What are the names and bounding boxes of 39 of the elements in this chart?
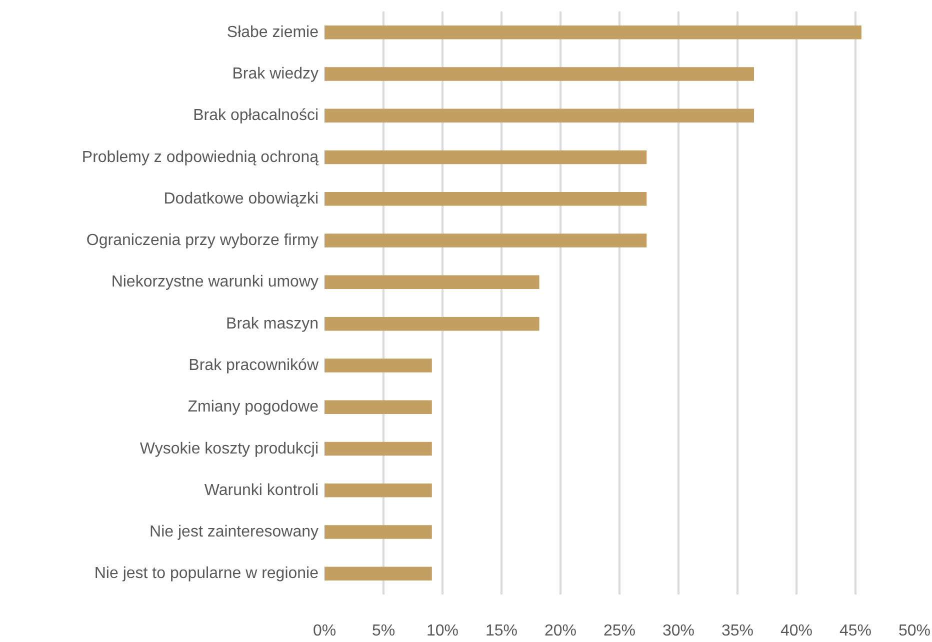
y-tick-label: Warunki kontroli [204,482,318,499]
bar [324,275,540,290]
y-tick-label: Brak pracowników [188,356,319,374]
x-tick-label: 20% [544,622,577,640]
bar [324,442,432,456]
y-tick-label: Brak maszyn [226,315,318,332]
bar [324,234,647,248]
x-tick-label: 5% [372,622,396,640]
bar [324,192,647,206]
bar [324,358,432,372]
bar [324,400,432,414]
bar [324,316,540,331]
x-tick-label: 35% [721,622,754,640]
x-tick-label: 50% [898,622,931,640]
y-tick-label: Nie jest to popularne w regionie [94,565,319,582]
bar [324,484,432,498]
bar [324,566,432,581]
x-tick-label: 0% [312,622,336,640]
y-tick-label: Ograniczenia przy wyborze firmy [86,232,319,250]
x-tick-label: 25% [603,622,636,640]
y-tick-label: Brak wiedzy [232,65,318,82]
bar [324,67,754,81]
bar [324,150,647,164]
y-tick-label: Problemy z odpowiednią ochroną [82,148,319,166]
bar [324,25,862,40]
x-tick-label: 45% [839,622,872,640]
y-tick-label: Brak opłacalności [193,107,319,124]
x-tick-label: 10% [426,622,459,640]
y-tick-label: Wysokie koszty produkcji [140,440,318,458]
bar [324,108,754,122]
y-tick-label: Niekorzystne warunki umowy [111,274,319,291]
y-tick-label: Słabe ziemie [226,24,319,41]
y-tick-label: Nie jest zainteresowany [150,524,318,541]
y-tick-label: Zmiany pogodowe [188,398,319,416]
bar [324,525,432,539]
y-tick-label: Dodatkowe obowiązki [164,190,318,208]
x-tick-label: 30% [662,622,695,640]
x-tick-label: 40% [780,622,813,640]
x-tick-label: 15% [485,622,518,640]
